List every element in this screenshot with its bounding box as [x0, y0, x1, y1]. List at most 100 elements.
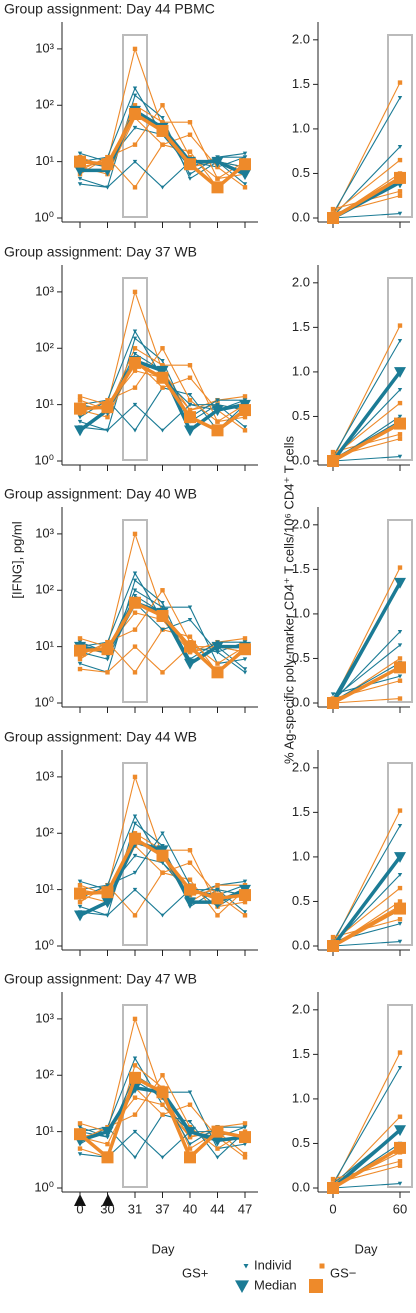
- individual-line: [332, 159, 401, 214]
- median-point: [184, 1151, 196, 1164]
- individual-point: [132, 1095, 138, 1100]
- median-point: [101, 1126, 114, 1138]
- individual-point: [187, 397, 193, 403]
- individual-point: [242, 428, 248, 433]
- individual-point: [330, 934, 336, 940]
- median-point: [74, 402, 86, 415]
- individual-point: [215, 419, 220, 424]
- individual-point: [397, 917, 403, 922]
- highlight-box: [387, 277, 413, 461]
- median-point: [327, 940, 339, 952]
- individual-point: [397, 656, 403, 661]
- individual-point: [160, 385, 165, 390]
- individual-point: [77, 419, 83, 424]
- y-tick-label: 10¹: [35, 1123, 54, 1138]
- individual-point: [397, 1050, 403, 1055]
- median-point: [156, 609, 169, 622]
- individual-point: [160, 1102, 165, 1107]
- x-tick-label: 47: [238, 1201, 252, 1216]
- highlight-box: [387, 1004, 413, 1188]
- median-point: [394, 852, 406, 863]
- y-tick-label: 1.5: [292, 1046, 310, 1061]
- panel-title: Group assignment: Day 37 WB: [4, 244, 197, 260]
- x-tick-label: 40: [183, 1201, 197, 1216]
- individual-point: [242, 185, 248, 190]
- individual-line: [332, 340, 401, 457]
- individual-point: [132, 531, 138, 537]
- median-point: [74, 155, 86, 168]
- individual-point: [215, 887, 220, 892]
- median-point: [184, 897, 196, 909]
- highlight-box: [122, 1004, 148, 1188]
- individual-line: [332, 1182, 401, 1189]
- highlight-box: [122, 34, 148, 218]
- individual-point: [132, 368, 138, 373]
- y-tick-label: 1.0: [292, 120, 310, 135]
- individual-point: [77, 397, 83, 403]
- legend-marker: [243, 1264, 249, 1269]
- median-point: [156, 849, 169, 862]
- individual-line: [79, 1016, 246, 1138]
- individual-point: [77, 1121, 83, 1126]
- median-point: [327, 697, 339, 709]
- x-axis-label: Day: [354, 1241, 378, 1256]
- individual-point: [132, 610, 138, 615]
- median-point: [74, 644, 86, 657]
- y-tick-label: 2.0: [292, 274, 310, 289]
- individual-point: [132, 103, 138, 108]
- individual-point: [242, 1142, 248, 1147]
- individual-point: [397, 432, 403, 437]
- individual-point: [160, 670, 165, 675]
- individual-point: [77, 182, 83, 187]
- median-point: [211, 641, 224, 653]
- y-tick-label: 10³: [35, 525, 54, 540]
- individual-point: [160, 1155, 165, 1160]
- individual-point: [187, 877, 193, 882]
- individual-point: [397, 1159, 403, 1164]
- individual-point: [77, 1125, 83, 1130]
- individual-point: [187, 848, 193, 853]
- individual-line: [332, 940, 401, 947]
- individual-point: [397, 193, 403, 198]
- legend-kind-label: Median: [254, 1277, 297, 1292]
- individual-point: [397, 454, 403, 459]
- individual-point: [160, 601, 165, 605]
- individual-line: [79, 46, 246, 168]
- individual-point: [105, 913, 110, 918]
- y-tick-label: 2.0: [292, 31, 310, 46]
- individual-point: [397, 899, 403, 904]
- median-point: [156, 1086, 169, 1099]
- y-tick-label: 10⁰: [34, 937, 54, 952]
- individual-point: [160, 870, 165, 875]
- individual-point: [242, 1121, 248, 1126]
- median-point: [394, 367, 406, 378]
- individual-point: [132, 627, 138, 632]
- individual-point: [105, 154, 110, 160]
- individual-point: [132, 402, 138, 407]
- y-tick-label: 10¹: [35, 638, 54, 653]
- y-tick-label: 10²: [35, 582, 54, 597]
- median-point: [239, 158, 251, 171]
- y-axis-label: % Ag-specific poly-marker CD4⁺ T cells/1…: [281, 435, 296, 764]
- individual-point: [105, 670, 110, 675]
- legend-marker: [309, 1279, 323, 1293]
- individual-point: [132, 593, 138, 598]
- individual-point: [160, 116, 165, 120]
- individual-point: [242, 151, 248, 156]
- individual-point: [397, 921, 403, 926]
- individual-line: [332, 212, 401, 219]
- individual-point: [132, 578, 138, 583]
- individual-point: [242, 1155, 248, 1160]
- y-tick-label: 0.0: [292, 694, 310, 709]
- individual-point: [397, 872, 403, 877]
- individual-point: [187, 1119, 193, 1124]
- individual-point: [397, 678, 403, 683]
- individual-point: [187, 120, 193, 125]
- individual-point: [397, 808, 403, 813]
- y-axis-label: [IFNG], pg/ml: [9, 521, 24, 598]
- individual-point: [160, 1112, 165, 1117]
- individual-point: [160, 359, 165, 363]
- individual-point: [187, 363, 193, 368]
- median-point: [74, 1128, 86, 1141]
- median-point: [211, 405, 224, 417]
